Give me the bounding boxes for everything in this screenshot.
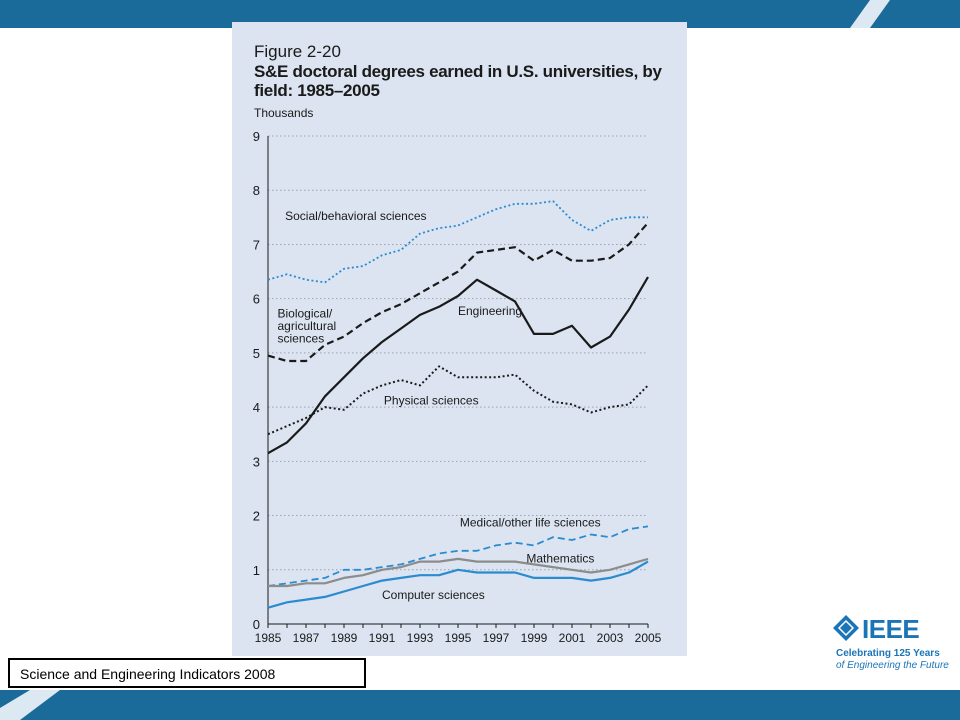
x-tick-label: 1991 [369,631,396,645]
y-tick-label: 5 [253,346,260,361]
diamond-icon [833,615,859,641]
y-tick-label: 0 [253,617,260,632]
x-tick-label: 1999 [521,631,548,645]
x-tick-label: 1995 [445,631,472,645]
series-label: Medical/other life sciences [460,515,601,529]
x-tick-label: 2005 [635,631,662,645]
x-tick-label: 1987 [293,631,320,645]
series-label: Engineering [458,304,522,318]
y-tick-label: 6 [253,292,260,307]
logo-tagline-2: of Engineering the Future [836,660,949,671]
x-tick-label: 2003 [597,631,624,645]
line-chart: 0 1 2 3 4 5 6 7 8 9 1985 1987 1989 1991 1993 1995 1997 19… [253,129,662,645]
series-line-mathematics [268,557,649,588]
series-label: Computer sciences [382,588,485,602]
series-line-biological-agricultural-sciences [267,222,649,363]
series-label: sciences [278,332,325,346]
y-tick-label: 1 [253,563,260,578]
logo-tagline-1: Celebrating 125 Years [836,648,940,659]
y-tick-label: 9 [253,129,260,144]
y-tick-label: 4 [253,400,260,415]
series-label: Social/behavioral sciences [285,209,426,223]
series-label: agricultural [278,319,337,333]
figure-number: Figure 2-20 [254,42,341,61]
y-tick-label: 3 [253,454,260,469]
series-line-medical-other-life-sciences [267,525,649,587]
ieee-logo: IEEE Celebrating 125 Years of Engineerin… [832,610,949,680]
x-tick-label: 1993 [407,631,434,645]
figure-panel [232,22,687,656]
series-label: Biological/ [278,307,333,321]
series-line-social-behavioral-sciences [267,200,648,284]
series-line-engineering [267,276,649,455]
x-tick-label: 2001 [559,631,586,645]
y-tick-label: 7 [253,237,260,252]
y-tick-label: 2 [253,509,260,524]
source-caption: Science and Engineering Indicators 2008 [8,658,366,688]
series-line-physical-sciences [267,365,649,436]
y-axis-unit: Thousands [254,106,314,120]
series-line-computer-sciences [267,560,649,609]
x-tick-label: 1997 [483,631,510,645]
y-tick-label: 8 [253,183,260,198]
figure-title: S&E doctoral degrees earned in U.S. univ… [254,62,662,100]
x-tick-label: 1989 [331,631,358,645]
logo-wordmark: IEEE [862,614,920,644]
series-label: Physical sciences [384,393,479,407]
bottom-banner [0,690,960,720]
x-tick-label: 1985 [255,631,282,645]
series-label: Mathematics [526,552,594,566]
